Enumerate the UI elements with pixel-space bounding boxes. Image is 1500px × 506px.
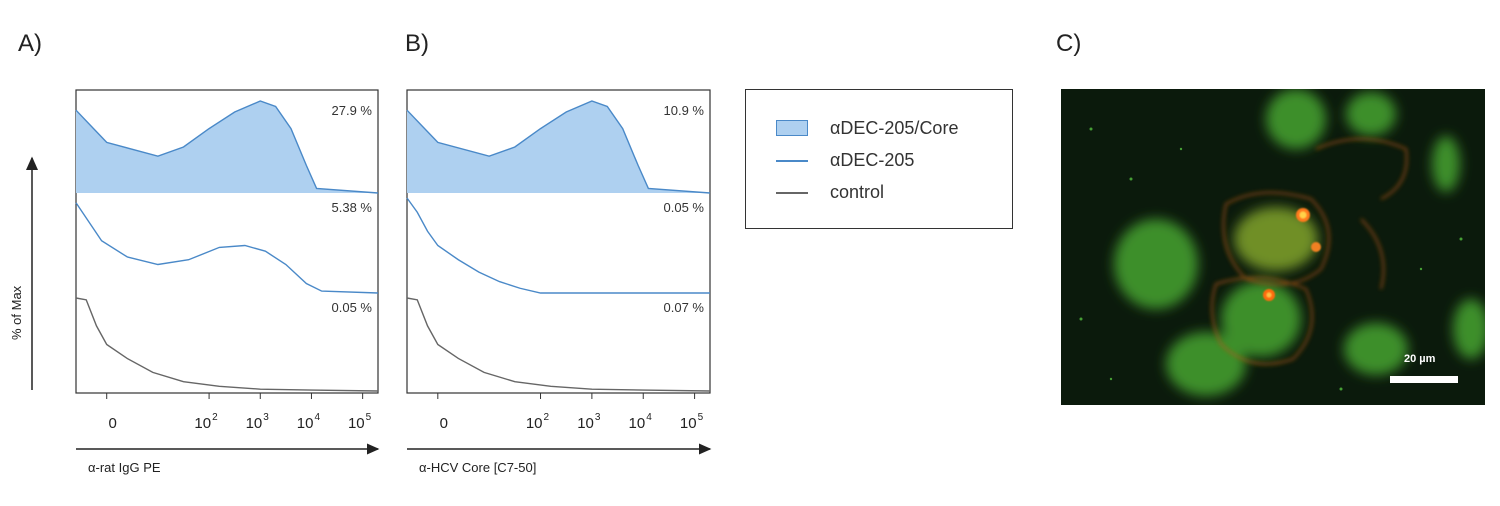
x-tick-label: 4 — [314, 412, 320, 423]
panel-label-c: C) — [1056, 30, 1082, 57]
x-tick-label: 2 — [544, 412, 550, 423]
legend-label-control: control — [830, 181, 885, 202]
x-tick-label: 10 — [297, 415, 314, 432]
legend: αDEC-205/Core αDEC-205 control — [745, 89, 1013, 229]
histogram-line — [406, 297, 711, 392]
gate-percent: 0.07 % — [664, 300, 705, 315]
x-tick-label: 10 — [246, 415, 263, 432]
legend-label-core: αDEC-205/Core — [830, 117, 959, 138]
histogram-line — [75, 202, 379, 294]
legend-line-swatch — [776, 152, 808, 168]
x-tick-label: 5 — [698, 412, 704, 423]
panel-label-b: B) — [405, 30, 429, 57]
x-tick-label: 10 — [629, 415, 646, 432]
legend-item-core: αDEC-205/Core — [776, 116, 958, 140]
x-tick-label: 3 — [595, 412, 601, 423]
x-tick-label: 2 — [212, 412, 218, 423]
gate-percent: 10.9 % — [664, 103, 705, 118]
x-tick-label: 10 — [348, 415, 365, 432]
x-tick-label: 3 — [263, 412, 269, 423]
panel-label-a: A) — [18, 30, 42, 57]
x-axis-label: α-rat IgG PE — [88, 460, 161, 475]
x-tick-label: 0 — [109, 415, 117, 432]
histogram-fill — [76, 101, 378, 193]
x-tick-label: 10 — [680, 415, 697, 432]
scale-bar-label: 20 µm — [1404, 353, 1436, 365]
histogram-line — [75, 297, 379, 392]
gate-percent: 5.38 % — [332, 200, 373, 215]
gate-percent: 0.05 % — [332, 300, 373, 315]
gate-percent: 0.05 % — [664, 200, 705, 215]
legend-label-dec205: αDEC-205 — [830, 149, 915, 170]
histogram-line — [406, 100, 711, 194]
fluorescence-micrograph — [1061, 89, 1485, 405]
histogram-fill — [407, 101, 710, 193]
gate-percent: 27.9 % — [332, 103, 373, 118]
scale-bar — [1390, 376, 1458, 383]
histogram-line — [406, 197, 710, 294]
legend-fill-swatch — [776, 120, 808, 136]
legend-gray-swatch — [776, 184, 808, 200]
micrograph-image — [1061, 89, 1485, 405]
x-axis-label: α-HCV Core [C7-50] — [419, 460, 536, 475]
histogram-line — [75, 100, 379, 194]
x-tick-label: 0 — [440, 415, 448, 432]
y-axis-label: % of Max — [9, 285, 24, 340]
x-tick-label: 10 — [577, 415, 594, 432]
legend-item-dec205: αDEC-205 — [776, 148, 914, 172]
x-tick-label: 10 — [194, 415, 211, 432]
x-tick-label: 10 — [526, 415, 543, 432]
x-tick-label: 4 — [646, 412, 652, 423]
x-tick-label: 5 — [366, 412, 372, 423]
legend-item-control: control — [776, 180, 884, 204]
